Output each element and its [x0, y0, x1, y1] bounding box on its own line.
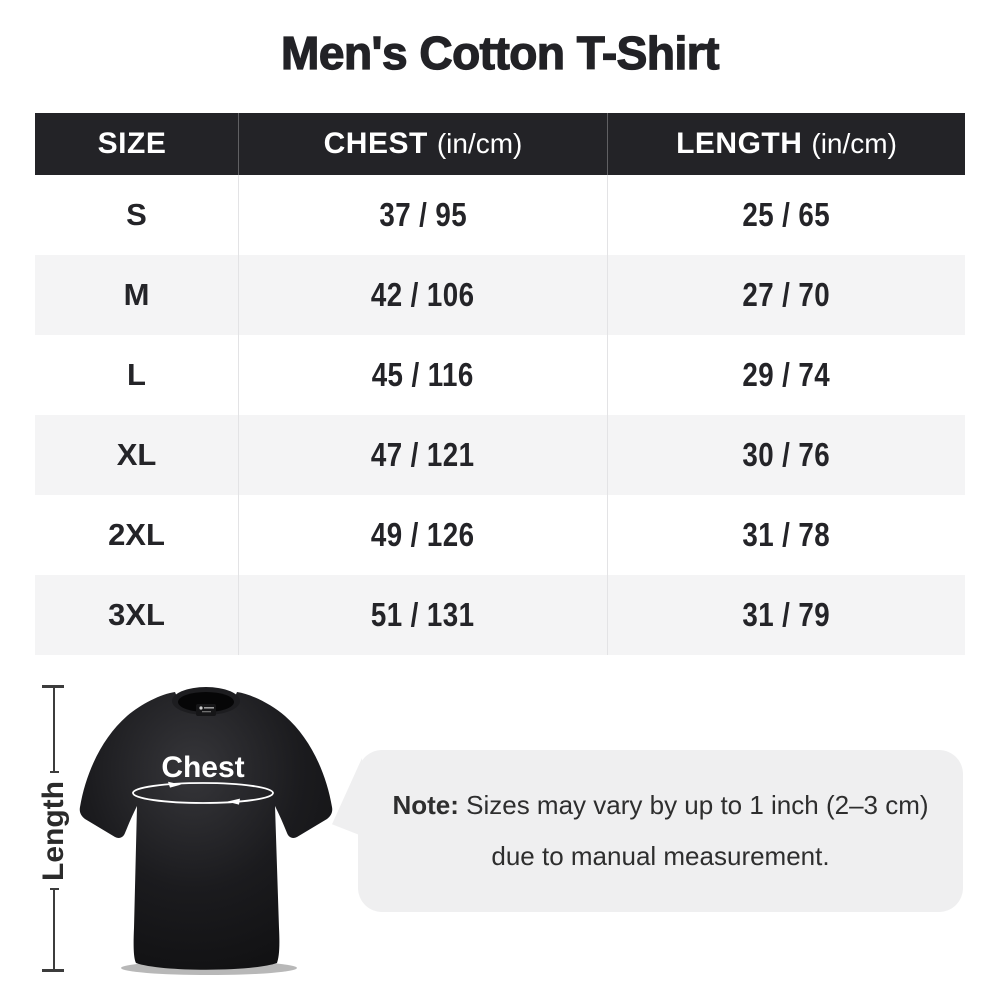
- collar-logo-icon: [199, 706, 203, 710]
- chest-measure-ellipse: [132, 782, 274, 804]
- collar-label-text-line: [204, 707, 214, 709]
- table-header-row: SIZE CHEST (in/cm) LENGTH (in/cm): [35, 113, 965, 175]
- table-row: 2XL 49 / 126 31 / 78: [35, 495, 965, 575]
- table-row: 3XL 51 / 131 31 / 79: [35, 575, 965, 655]
- collar-label-text-line: [202, 711, 211, 713]
- size-cell: 2XL: [108, 517, 165, 552]
- size-cell: M: [123, 277, 150, 312]
- length-cell: 27 / 70: [742, 276, 831, 313]
- dimension-tick-upper: [50, 771, 59, 773]
- note-text: Sizes may vary by up to 1 inch (2–3 cm): [458, 790, 929, 820]
- collar-inner: [178, 692, 234, 712]
- table-row: L 45 / 116 29 / 74: [35, 335, 965, 415]
- length-cell: 30 / 76: [742, 436, 831, 473]
- size-cell: L: [127, 357, 146, 392]
- tshirt-image: Chest: [79, 687, 333, 975]
- chest-arrow-left-icon: [227, 798, 240, 805]
- length-cell: 31 / 79: [742, 596, 831, 633]
- collar-label: [196, 704, 216, 716]
- note-label: Note:: [392, 790, 459, 820]
- column-header-chest-unit: (in/cm): [436, 128, 523, 159]
- page-title: Men's Cotton T-Shirt: [280, 26, 720, 79]
- length-cell: 31 / 78: [742, 516, 831, 553]
- length-label: Length: [37, 781, 70, 881]
- column-header-length-unit: (in/cm): [811, 128, 897, 159]
- dimension-cap-bottom: [42, 969, 64, 972]
- table-row: M 42 / 106 27 / 70: [35, 255, 965, 335]
- length-cell: 25 / 65: [742, 196, 831, 233]
- column-header-chest: CHEST (in/cm): [238, 113, 607, 175]
- dimension-line-lower: [53, 888, 55, 970]
- chest-cell: 51 / 131: [371, 596, 475, 633]
- dimension-line-upper: [53, 685, 55, 773]
- column-header-length: LENGTH (in/cm): [607, 113, 965, 175]
- chest-cell: 42 / 106: [371, 276, 475, 313]
- note-bubble: Note: Sizes may vary by up to 1 inch (2–…: [358, 750, 963, 912]
- note-line-1: Note: Sizes may vary by up to 1 inch (2–…: [358, 780, 963, 831]
- size-cell: S: [126, 197, 147, 232]
- chest-cell: 45 / 116: [371, 356, 475, 393]
- chest-label: Chest: [161, 751, 244, 784]
- column-header-chest-label: CHEST: [323, 127, 428, 160]
- column-header-length-label: LENGTH: [676, 127, 803, 160]
- chest-cell: 37 / 95: [379, 196, 467, 233]
- chest-cell: 47 / 121: [371, 436, 475, 473]
- table-row: XL 47 / 121 30 / 76: [35, 415, 965, 495]
- shirt-silhouette: [79, 692, 333, 970]
- size-table: SIZE CHEST (in/cm) LENGTH (in/cm) S 37 / 9…: [35, 113, 965, 655]
- size-cell: 3XL: [108, 597, 165, 632]
- note-line-2: due to manual measurement.: [491, 841, 830, 871]
- chest-arrow-right-icon: [168, 781, 181, 788]
- column-header-size: SIZE: [35, 113, 238, 175]
- table-row: S 37 / 95 25 / 65: [35, 175, 965, 255]
- size-cell: XL: [116, 437, 157, 472]
- length-cell: 29 / 74: [742, 356, 831, 393]
- chest-cell: 49 / 126: [371, 516, 475, 553]
- column-header-size-label: SIZE: [97, 127, 167, 160]
